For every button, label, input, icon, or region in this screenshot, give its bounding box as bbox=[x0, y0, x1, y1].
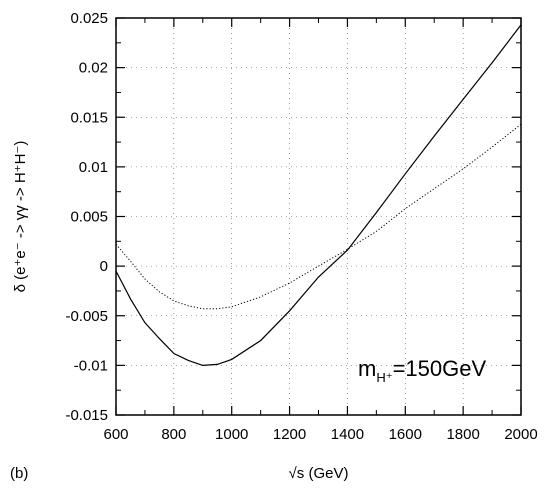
x-tick-label: 1600 bbox=[389, 426, 422, 443]
x-tick-label: 800 bbox=[161, 426, 186, 443]
annotation-subscript: H⁺ bbox=[376, 370, 392, 385]
y-tick-labels: 0.025 0.02 0.015 0.01 0.005 0 -0.005 -0.01 -0.01… bbox=[65, 10, 108, 424]
x-axis-title: √s (GeV) bbox=[289, 465, 349, 482]
y-tick-label: 0.015 bbox=[70, 109, 108, 126]
x-tick-label: 1800 bbox=[446, 426, 479, 443]
annotation-value: =150GeV bbox=[393, 356, 487, 381]
annotation-symbol: m bbox=[358, 356, 376, 381]
ticks bbox=[115, 17, 522, 416]
grid bbox=[116, 18, 521, 415]
x-tick-label: 1400 bbox=[331, 426, 364, 443]
y-axis-title: δ (e⁺e⁻ -> γγ -> H⁺H⁻) bbox=[12, 141, 29, 293]
x-tick-label: 2000 bbox=[504, 426, 537, 443]
y-tick-label: 0.005 bbox=[70, 209, 108, 226]
mass-annotation: mH⁺=150GeV bbox=[358, 356, 486, 385]
series-line-solid bbox=[115, 24, 522, 367]
x-tick-label: 1000 bbox=[215, 426, 248, 443]
y-tick-label: 0.02 bbox=[79, 60, 108, 77]
x-tick-labels: 600 800 1000 1200 1400 1600 1800 2000 bbox=[103, 426, 537, 443]
y-tick-label: -0.01 bbox=[74, 357, 108, 374]
y-tick-label: 0.01 bbox=[79, 159, 108, 176]
x-tick-label: 1200 bbox=[273, 426, 306, 443]
y-tick-label: 0 bbox=[100, 258, 108, 275]
panel-label: (b) bbox=[10, 465, 28, 482]
y-tick-label: -0.005 bbox=[65, 308, 108, 325]
y-tick-label: 0.025 bbox=[70, 10, 108, 27]
x-tick-label: 600 bbox=[103, 426, 128, 443]
y-tick-label: -0.015 bbox=[65, 407, 108, 424]
series-group bbox=[115, 24, 522, 367]
series-line-dotted bbox=[115, 123, 522, 310]
